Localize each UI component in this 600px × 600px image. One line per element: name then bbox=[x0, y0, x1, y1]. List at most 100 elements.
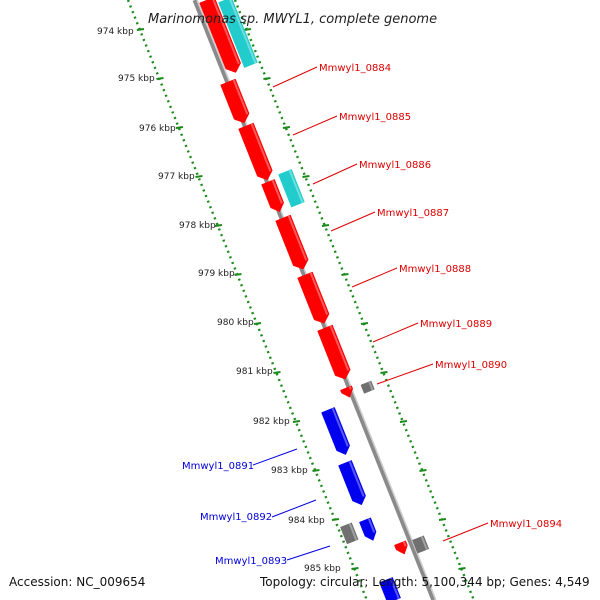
leader-line bbox=[330, 211, 376, 232]
ruler-tick bbox=[195, 175, 203, 178]
cds-forward-0888 bbox=[297, 271, 330, 324]
ruler-tick bbox=[380, 371, 388, 374]
ruler-tick bbox=[263, 77, 271, 80]
leader-line bbox=[286, 545, 331, 561]
cds-forward-0894 bbox=[394, 540, 408, 555]
label-leaders bbox=[252, 66, 489, 561]
cds-reverse-0893-shine bbox=[367, 518, 376, 533]
gene-label-right: Mmwyl1_0886 bbox=[359, 160, 431, 171]
ruler-tick bbox=[156, 77, 164, 80]
ruler-tick bbox=[136, 28, 145, 31]
cds-forward-0889 bbox=[317, 324, 351, 380]
ruler-tick bbox=[341, 273, 349, 276]
misc-feature-a bbox=[360, 380, 375, 394]
inner-ruler-track bbox=[233, 0, 475, 600]
kbp-label: 980 kbp bbox=[217, 318, 254, 328]
kbp-label: 978 kbp bbox=[179, 221, 216, 231]
rna-feature-a bbox=[218, 0, 258, 68]
gene-label-left: Mmwyl1_0892 bbox=[200, 512, 272, 523]
kbp-label: 981 kbp bbox=[236, 367, 273, 377]
misc-feature-b bbox=[412, 535, 430, 554]
leader-line bbox=[351, 267, 398, 288]
gene-label-right: Mmwyl1_0894 bbox=[490, 519, 562, 530]
kbp-scale: 974 kbp 975 kbp 976 kbp 977 kbp 978 kbp … bbox=[97, 27, 341, 574]
ruler-tick bbox=[419, 469, 427, 472]
cds-reverse-0891 bbox=[321, 407, 350, 455]
cds-forward-0886 bbox=[238, 122, 273, 181]
cds-forward-0885 bbox=[220, 78, 250, 124]
ruler-tracks bbox=[126, 0, 475, 600]
kbp-label: 984 kbp bbox=[288, 516, 325, 526]
ruler-tick bbox=[292, 420, 301, 423]
kbp-label: 985 kbp bbox=[304, 564, 341, 574]
ruler-tick bbox=[458, 567, 466, 570]
rna-feature-a-shine bbox=[229, 0, 257, 64]
leader-line bbox=[252, 448, 298, 466]
leader-line bbox=[372, 322, 419, 343]
cds-reverse-next bbox=[379, 577, 401, 600]
misc-feature-b-shine bbox=[420, 536, 428, 550]
cds-forward-0884-shine bbox=[212, 0, 240, 65]
ruler-tick bbox=[175, 126, 184, 129]
cds-reverse-0893 bbox=[359, 517, 377, 541]
cds-forward-0890-shine bbox=[348, 386, 352, 390]
kbp-label: 976 kbp bbox=[139, 124, 176, 134]
gene-label-left: Mmwyl1_0893 bbox=[215, 556, 287, 567]
gene-label-right: Mmwyl1_0885 bbox=[339, 112, 411, 123]
cds-reverse-0891-shine bbox=[331, 407, 349, 447]
leader-line bbox=[442, 522, 489, 542]
kbp-label: 974 kbp bbox=[97, 27, 134, 37]
cds-forward-0884 bbox=[199, 0, 241, 73]
ruler-tick bbox=[351, 567, 359, 570]
leader-line bbox=[312, 163, 358, 185]
genome-summary-text: Topology: circular; Length: 5,100,344 bp… bbox=[259, 575, 590, 589]
misc-feature-c bbox=[340, 522, 359, 545]
kbp-label: 982 kbp bbox=[253, 417, 290, 427]
leader-line bbox=[272, 66, 318, 88]
ruler-tick bbox=[253, 322, 262, 325]
feature-track bbox=[199, 0, 430, 600]
cds-forward-0885-shine bbox=[232, 79, 249, 115]
cds-reverse-next-shine bbox=[389, 577, 400, 599]
cds-forward-0887-shine bbox=[287, 215, 308, 261]
leader-line bbox=[292, 115, 338, 136]
cds-forward-0887 bbox=[275, 214, 309, 270]
ruler-tick bbox=[302, 175, 310, 178]
cds-forward-0890 bbox=[340, 385, 353, 398]
gene-label-right: Mmwyl1_0888 bbox=[399, 264, 471, 275]
cds-forward-0889-shine bbox=[329, 325, 350, 371]
leader-line bbox=[271, 499, 317, 518]
accession-text: Accession: NC_009654 bbox=[9, 575, 145, 589]
gene-labels: Mmwyl1_0884 Mmwyl1_0885 Mmwyl1_0886 Mmwy… bbox=[182, 63, 562, 567]
cds-forward-0886b bbox=[261, 179, 284, 213]
ruler-tick bbox=[399, 420, 408, 423]
cds-forward-0886b-shine bbox=[271, 179, 283, 204]
ruler-tick bbox=[282, 126, 291, 129]
ruler-tick bbox=[214, 224, 223, 227]
kbp-label: 983 kbp bbox=[271, 466, 308, 476]
gene-label-right: Mmwyl1_0890 bbox=[435, 360, 507, 371]
rna-feature-b-shine bbox=[288, 169, 304, 204]
ruler-tick bbox=[312, 469, 320, 472]
rna-feature-b bbox=[278, 169, 305, 208]
outer-ruler-track bbox=[126, 0, 368, 600]
ruler-tick bbox=[243, 28, 252, 31]
ruler-tick bbox=[438, 518, 447, 521]
gene-label-right: Mmwyl1_0887 bbox=[377, 208, 449, 219]
ruler-tick bbox=[360, 322, 369, 325]
misc-feature-c-shine bbox=[348, 523, 358, 541]
ruler-tick bbox=[321, 224, 330, 227]
gene-label-left: Mmwyl1_0891 bbox=[182, 461, 254, 472]
cds-reverse-0892 bbox=[338, 460, 366, 506]
misc-feature-a-shine bbox=[368, 381, 374, 391]
leader-line bbox=[376, 363, 434, 385]
ruler-tick bbox=[234, 273, 242, 276]
kbp-label: 979 kbp bbox=[198, 269, 235, 279]
gene-label-right: Mmwyl1_0889 bbox=[420, 319, 492, 330]
ruler-tick bbox=[331, 518, 340, 521]
cds-reverse-0892-shine bbox=[348, 460, 365, 497]
ruler-tick bbox=[273, 371, 281, 374]
cds-forward-0886-shine bbox=[250, 123, 272, 172]
kbp-label: 977 kbp bbox=[158, 172, 195, 182]
